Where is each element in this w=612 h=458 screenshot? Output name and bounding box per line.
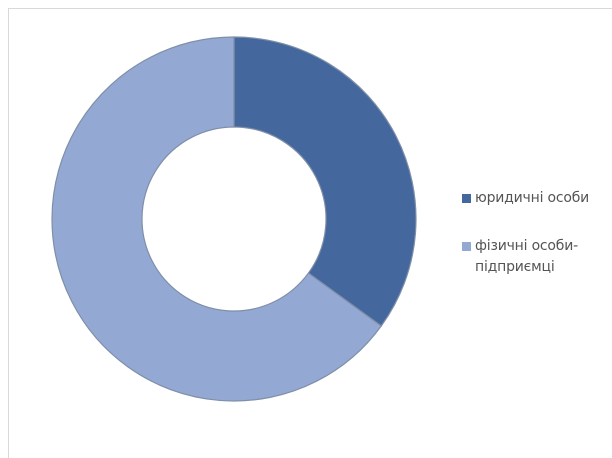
legend-item-legal-entities: юридичні особи xyxy=(462,188,612,209)
legend-label-individual-entrepreneurs: фізичні особи- підприємці xyxy=(475,238,578,275)
legend-swatch-individual-entrepreneurs xyxy=(462,242,471,251)
legend-label-legal-entities: юридичні особи xyxy=(475,190,590,206)
chart-legend: юридичні особи фізичні особи- підприємці xyxy=(462,188,612,305)
legend-item-individual-entrepreneurs: фізичні особи- підприємці xyxy=(462,236,612,278)
chart-frame xyxy=(8,8,612,458)
donut-slice-legal-entities xyxy=(233,36,417,327)
donut-slice-individual-entrepreneurs xyxy=(51,36,383,402)
legend-swatch-legal-entities xyxy=(462,194,471,203)
